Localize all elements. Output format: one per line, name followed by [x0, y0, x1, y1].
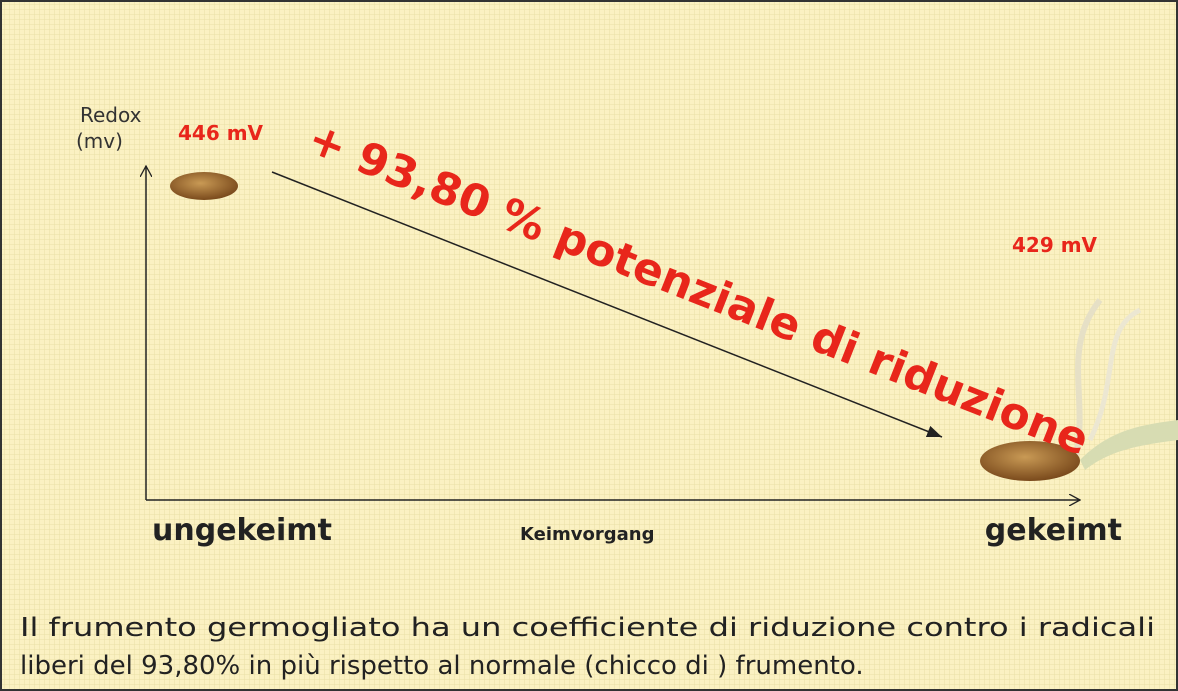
trend-arrow: [271, 171, 943, 438]
x-label: Keimvorgang: [520, 524, 654, 545]
sprout-icon: [980, 298, 1178, 481]
seed-icon: [170, 172, 238, 200]
start-value: 446 mV: [178, 121, 264, 145]
y-label: (mv): [76, 129, 123, 153]
y-label: Redox: [80, 103, 142, 127]
end-label: gekeimt: [985, 513, 1122, 548]
caption-line: liberi del 93,80% in più rispetto al nor…: [20, 651, 864, 681]
caption-line: Il frumento germogliato ha un coefficien…: [20, 613, 1155, 643]
start-label: ungekeimt: [152, 513, 332, 548]
end-value: 429 mV: [1012, 233, 1098, 257]
